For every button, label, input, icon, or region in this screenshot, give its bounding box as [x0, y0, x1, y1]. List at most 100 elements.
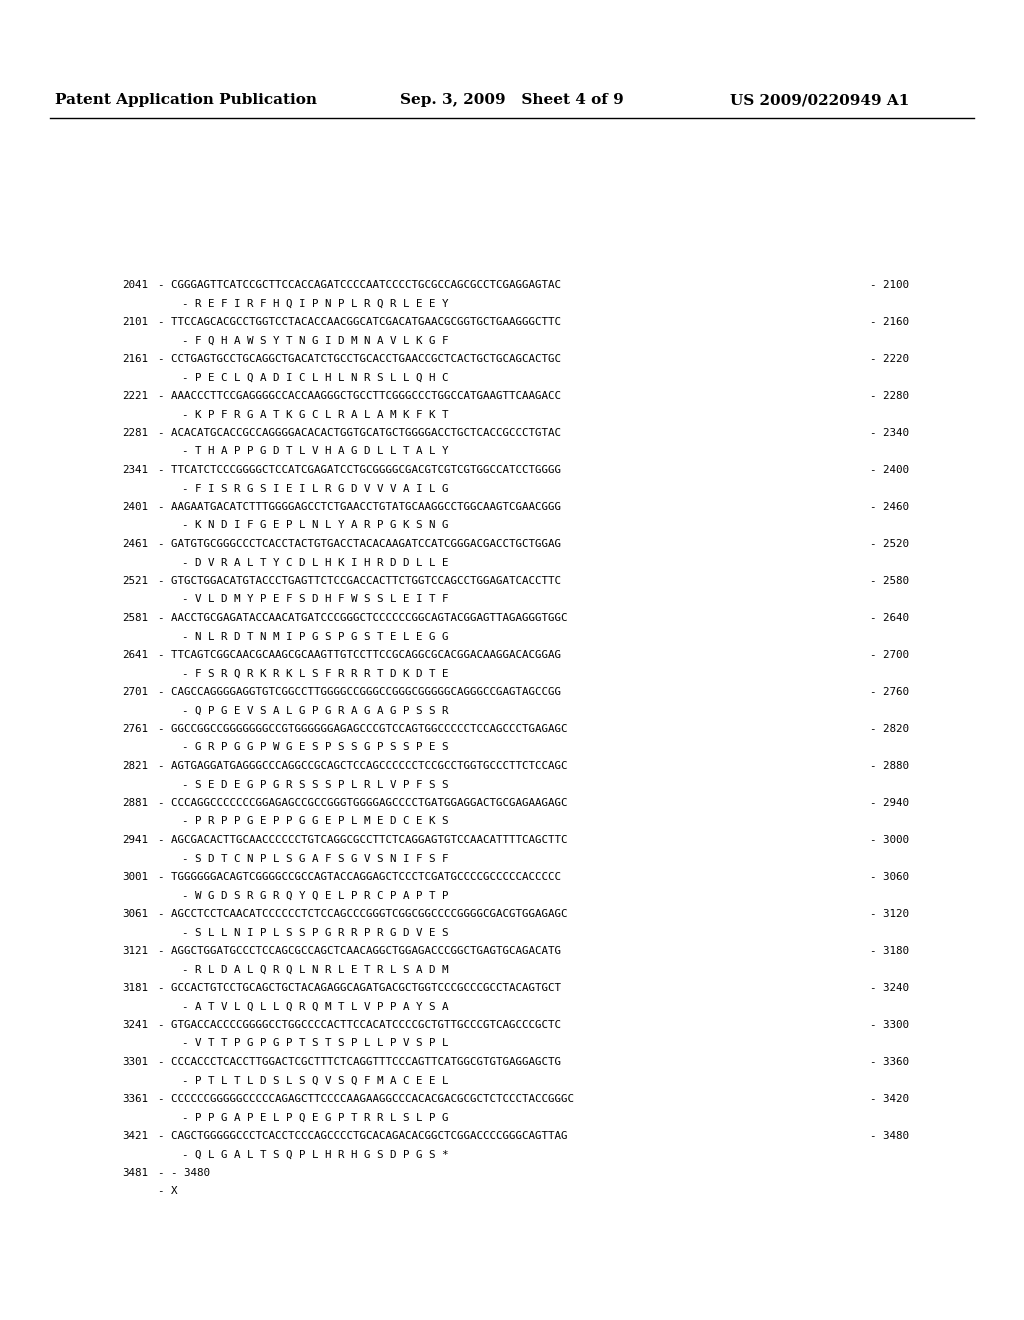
Text: 2161: 2161	[122, 354, 148, 364]
Text: 2821: 2821	[122, 762, 148, 771]
Text: - Q P G E V S A L G P G R A G A G P S S R: - Q P G E V S A L G P G R A G A G P S S …	[182, 705, 449, 715]
Text: 2581: 2581	[122, 612, 148, 623]
Text: - AAACCCTTCCGAGGGGCCACCAAGGGCTGCCTTCGGGCCCTGGCCATGAAGTTCAAGACC: - AAACCCTTCCGAGGGGCCACCAAGGGCTGCCTTCGGGC…	[158, 391, 561, 401]
Text: 2221: 2221	[122, 391, 148, 401]
Text: - V L D M Y P E F S D H F W S S L E I T F: - V L D M Y P E F S D H F W S S L E I T …	[182, 594, 449, 605]
Text: - GGCCGGCCGGGGGGGCCGTGGGGGGAGAGCCCGTCCAGTGGCCCCCTCCAGCCCTGAGAGC: - GGCCGGCCGGGGGGGCCGTGGGGGGAGAGCCCGTCCAG…	[158, 723, 567, 734]
Text: 2521: 2521	[122, 576, 148, 586]
Text: - 3480: - 3480	[870, 1131, 909, 1140]
Text: - - 3480: - - 3480	[158, 1168, 210, 1177]
Text: - 3000: - 3000	[870, 836, 909, 845]
Text: - K P F R G A T K G C L R A L A M K F K T: - K P F R G A T K G C L R A L A M K F K …	[182, 409, 449, 420]
Text: 2281: 2281	[122, 428, 148, 438]
Text: - 3120: - 3120	[870, 909, 909, 919]
Text: - CGGGAGTTCATCCGCTTCCACCAGATCCCCAATCCCCTGCGCCAGCGCCTCGAGGAGTAC: - CGGGAGTTCATCCGCTTCCACCAGATCCCCAATCCCCT…	[158, 280, 561, 290]
Text: - CCCACCCTCACCTTGGACTCGCTTTCTCAGGTTTCCCAGTTCATGGCGTGTGAGGAGCTG: - CCCACCCTCACCTTGGACTCGCTTTCTCAGGTTTCCCA…	[158, 1057, 561, 1067]
Text: - GTGCTGGACATGTACCCTGAGTTCTCCGACCACTTCTGGTCCAGCCTGGAGATCACCTTC: - GTGCTGGACATGTACCCTGAGTTCTCCGACCACTTCTG…	[158, 576, 561, 586]
Text: - F I S R G S I E I L R G D V V V A I L G: - F I S R G S I E I L R G D V V V A I L …	[182, 483, 449, 494]
Text: 3241: 3241	[122, 1020, 148, 1030]
Text: - TTCAGTCGGCAACGCAAGCGCAAGTTGTCCTTCCGCAGGCGCACGGACAAGGACACGGAG: - TTCAGTCGGCAACGCAAGCGCAAGTTGTCCTTCCGCAG…	[158, 649, 561, 660]
Text: 3061: 3061	[122, 909, 148, 919]
Text: - ACACATGCACCGCCAGGGGACACACTGGTGCATGCTGGGGACCTGCTCACCGCCCTGTAC: - ACACATGCACCGCCAGGGGACACACTGGTGCATGCTGG…	[158, 428, 561, 438]
Text: - P E C L Q A D I C L H L N R S L L Q H C: - P E C L Q A D I C L H L N R S L L Q H …	[182, 372, 449, 383]
Text: 3361: 3361	[122, 1094, 148, 1104]
Text: - Q L G A L T S Q P L H R H G S D P G S *: - Q L G A L T S Q P L H R H G S D P G S …	[182, 1150, 449, 1159]
Text: - 2760: - 2760	[870, 686, 909, 697]
Text: - V T T P G P G P T S T S P L L P V S P L: - V T T P G P G P T S T S P L L P V S P …	[182, 1039, 449, 1048]
Text: 2761: 2761	[122, 723, 148, 734]
Text: - TTCCAGCACGCCTGGTCCTACACCAACGGCATCGACATGAACGCGGTGCTGAAGGGCTTC: - TTCCAGCACGCCTGGTCCTACACCAACGGCATCGACAT…	[158, 317, 561, 327]
Text: - N L R D T N M I P G S P G S T E L E G G: - N L R D T N M I P G S P G S T E L E G …	[182, 631, 449, 642]
Text: - CCTGAGTGCCTGCAGGCTGACATCTGCCTGCACCTGAACCGCTCACTGCTGCAGCACTGC: - CCTGAGTGCCTGCAGGCTGACATCTGCCTGCACCTGAA…	[158, 354, 561, 364]
Text: Patent Application Publication: Patent Application Publication	[55, 92, 317, 107]
Text: - F Q H A W S Y T N G I D M N A V L K G F: - F Q H A W S Y T N G I D M N A V L K G …	[182, 335, 449, 346]
Text: - K N D I F G E P L N L Y A R P G K S N G: - K N D I F G E P L N L Y A R P G K S N …	[182, 520, 449, 531]
Text: 3421: 3421	[122, 1131, 148, 1140]
Text: - 3060: - 3060	[870, 873, 909, 882]
Text: - GCCACTGTCCTGCAGCTGCTACAGAGGCAGATGACGCTGGTCCCGCCCGCCTACAGTGCT: - GCCACTGTCCTGCAGCTGCTACAGAGGCAGATGACGCT…	[158, 983, 561, 993]
Text: - 2880: - 2880	[870, 762, 909, 771]
Text: 3001: 3001	[122, 873, 148, 882]
Text: - S E D E G P G R S S S P L R L V P F S S: - S E D E G P G R S S S P L R L V P F S …	[182, 780, 449, 789]
Text: 2101: 2101	[122, 317, 148, 327]
Text: - 2460: - 2460	[870, 502, 909, 512]
Text: - GTGACCACCCCGGGGCCTGGCCCCACTTCCACATCCCCGCTGTTGCCCGTCAGCCCGCTC: - GTGACCACCCCGGGGCCTGGCCCCACTTCCACATCCCC…	[158, 1020, 561, 1030]
Text: - 2220: - 2220	[870, 354, 909, 364]
Text: 2041: 2041	[122, 280, 148, 290]
Text: - P R P P G E P P G G E P L M E D C E K S: - P R P P G E P P G G E P L M E D C E K …	[182, 817, 449, 826]
Text: - G R P G G P W G E S P S S G P S S P E S: - G R P G G P W G E S P S S G P S S P E …	[182, 742, 449, 752]
Text: - 2100: - 2100	[870, 280, 909, 290]
Text: 2641: 2641	[122, 649, 148, 660]
Text: - AGCGACACTTGCAACCCCCCTGTCAGGCGCCTTCTCAGGAGTGTCCAACATTTTCAGCTTC: - AGCGACACTTGCAACCCCCCTGTCAGGCGCCTTCTCAG…	[158, 836, 567, 845]
Text: - W G D S R G R Q Y Q E L P R C P A P T P: - W G D S R G R Q Y Q E L P R C P A P T …	[182, 891, 449, 900]
Text: - AACCTGCGAGATACCAACATGATCCCGGGCTCCCCCCGGCAGTACGGAGTTAGAGGGTGGC: - AACCTGCGAGATACCAACATGATCCCGGGCTCCCCCCG…	[158, 612, 567, 623]
Text: - CAGCTGGGGGCCCTCACCTCCCAGCCCCTGCACAGACACGGCTCGGACCCCGGGCAGTTAG: - CAGCTGGGGGCCCTCACCTCCCAGCCCCTGCACAGACA…	[158, 1131, 567, 1140]
Text: - CCCAGGCCCCCCCGGAGAGCCGCCGGGTGGGGAGCCCCTGATGGAGGACTGCGAGAAGAGC: - CCCAGGCCCCCCCGGAGAGCCGCCGGGTGGGGAGCCCC…	[158, 799, 567, 808]
Text: - D V R A L T Y C D L H K I H R D D L L E: - D V R A L T Y C D L H K I H R D D L L …	[182, 557, 449, 568]
Text: - 3300: - 3300	[870, 1020, 909, 1030]
Text: 2461: 2461	[122, 539, 148, 549]
Text: - R L D A L Q R Q L N R L E T R L S A D M: - R L D A L Q R Q L N R L E T R L S A D …	[182, 965, 449, 974]
Text: - X: - X	[158, 1187, 177, 1196]
Text: - 3420: - 3420	[870, 1094, 909, 1104]
Text: - 2820: - 2820	[870, 723, 909, 734]
Text: 2701: 2701	[122, 686, 148, 697]
Text: - 3240: - 3240	[870, 983, 909, 993]
Text: - P P G A P E L P Q E G P T R R L S L P G: - P P G A P E L P Q E G P T R R L S L P …	[182, 1113, 449, 1122]
Text: 2401: 2401	[122, 502, 148, 512]
Text: - S L L N I P L S S P G R R P R G D V E S: - S L L N I P L S S P G R R P R G D V E …	[182, 928, 449, 937]
Text: - 2520: - 2520	[870, 539, 909, 549]
Text: - 3180: - 3180	[870, 946, 909, 956]
Text: - 2940: - 2940	[870, 799, 909, 808]
Text: - TGGGGGGACAGTCGGGGCCGCCAGTACCAGGAGCTCCCTCGATGCCCCGCCCCCACCCCC: - TGGGGGGACAGTCGGGGCCGCCAGTACCAGGAGCTCCC…	[158, 873, 561, 882]
Text: - S D T C N P L S G A F S G V S N I F S F: - S D T C N P L S G A F S G V S N I F S …	[182, 854, 449, 863]
Text: - GATGTGCGGGCCCTCACCTACTGTGACCTACACAAGATCCATCGGGACGACCTGCTGGAG: - GATGTGCGGGCCCTCACCTACTGTGACCTACACAAGAT…	[158, 539, 561, 549]
Text: US 2009/0220949 A1: US 2009/0220949 A1	[730, 92, 909, 107]
Text: - R E F I R F H Q I P N P L R Q R L E E Y: - R E F I R F H Q I P N P L R Q R L E E …	[182, 298, 449, 309]
Text: - AGCCTCCTCAACATCCCCCCTCTCCAGCCCGGGTCGGCGGCCCCGGGGCGACGTGGAGAGC: - AGCCTCCTCAACATCCCCCCTCTCCAGCCCGGGTCGGC…	[158, 909, 567, 919]
Text: - 2160: - 2160	[870, 317, 909, 327]
Text: - 2640: - 2640	[870, 612, 909, 623]
Text: - AGGCTGGATGCCCTCCAGCGCCAGCTCAACAGGCTGGAGACCCGGCTGAGTGCAGACATG: - AGGCTGGATGCCCTCCAGCGCCAGCTCAACAGGCTGGA…	[158, 946, 561, 956]
Text: 2881: 2881	[122, 799, 148, 808]
Text: 2341: 2341	[122, 465, 148, 475]
Text: - F S R Q R K R K L S F R R R T D K D T E: - F S R Q R K R K L S F R R R T D K D T …	[182, 668, 449, 678]
Text: - 2700: - 2700	[870, 649, 909, 660]
Text: - 2340: - 2340	[870, 428, 909, 438]
Text: - 3360: - 3360	[870, 1057, 909, 1067]
Text: - 2400: - 2400	[870, 465, 909, 475]
Text: - A T V L Q L L Q R Q M T L V P P A Y S A: - A T V L Q L L Q R Q M T L V P P A Y S …	[182, 1002, 449, 1011]
Text: 3481: 3481	[122, 1168, 148, 1177]
Text: - 2280: - 2280	[870, 391, 909, 401]
Text: - P T L T L D S L S Q V S Q F M A C E E L: - P T L T L D S L S Q V S Q F M A C E E …	[182, 1076, 449, 1085]
Text: 3181: 3181	[122, 983, 148, 993]
Text: - TTCATCTCCCGGGGCTCCATCGAGATCCTGCGGGGCGACGTCGTCGTGGCCATCCTGGGG: - TTCATCTCCCGGGGCTCCATCGAGATCCTGCGGGGCGA…	[158, 465, 561, 475]
Text: 2941: 2941	[122, 836, 148, 845]
Text: - AAGAATGACATCTTTGGGGAGCCTCTGAACCTGTATGCAAGGCCTGGCAAGTCGAACGGG: - AAGAATGACATCTTTGGGGAGCCTCTGAACCTGTATGC…	[158, 502, 561, 512]
Text: - CCCCCCGGGGGCCCCCAGAGCTTCCCCAAGAAGGCCCACACGACGCGCTCTCCCTACCGGGC: - CCCCCCGGGGGCCCCCAGAGCTTCCCCAAGAAGGCCCA…	[158, 1094, 574, 1104]
Text: Sep. 3, 2009   Sheet 4 of 9: Sep. 3, 2009 Sheet 4 of 9	[400, 92, 624, 107]
Text: 3301: 3301	[122, 1057, 148, 1067]
Text: - AGTGAGGATGAGGGCCCAGGCCGCAGCTCCAGCCCCCCTCCGCCTGGTGCCCTTCTCCAGC: - AGTGAGGATGAGGGCCCAGGCCGCAGCTCCAGCCCCCC…	[158, 762, 567, 771]
Text: - 2580: - 2580	[870, 576, 909, 586]
Text: - T H A P P G D T L V H A G D L L T A L Y: - T H A P P G D T L V H A G D L L T A L …	[182, 446, 449, 457]
